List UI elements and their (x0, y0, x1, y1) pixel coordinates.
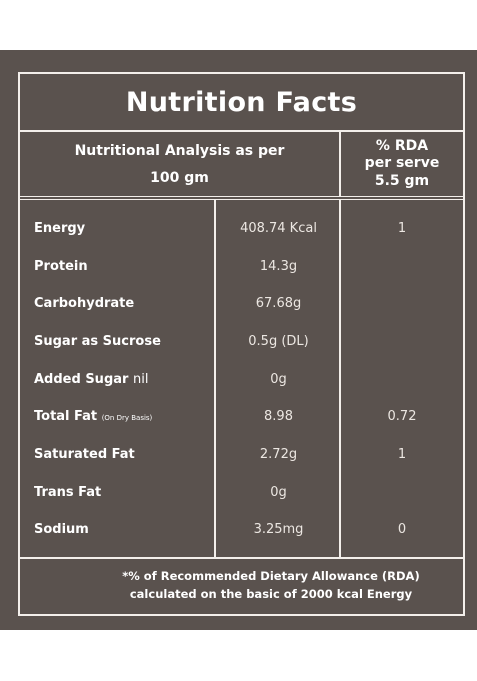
nutrient-name: Saturated Fat (34, 447, 135, 462)
nutrition-table: Nutrition Facts Nutritional Analysis as … (18, 72, 465, 616)
nutrient-row-saturated-fat: Saturated Fat 2.72g 1 (20, 437, 463, 475)
nutrient-value: 408.74 Kcal (240, 221, 317, 236)
nutrient-value: 67.68g (255, 296, 302, 311)
footer-divider (20, 557, 463, 559)
nutrient-name-text: Total Fat (34, 409, 98, 424)
nutrient-name: Trans Fat (34, 485, 102, 500)
nutrient-row-added-sugar: Added Sugar nil 0g (20, 362, 463, 400)
nutrient-rda: 0.72 (387, 409, 417, 424)
nutrient-value: 8.98 (264, 409, 293, 424)
nutrient-name: Added Sugar nil (34, 372, 148, 387)
nutrient-value: 3.25mg (253, 522, 304, 537)
nutrient-name: Protein (34, 259, 88, 274)
nutrient-value: 0g (270, 485, 287, 500)
nutrition-label-panel: Nutrition Facts Nutritional Analysis as … (0, 50, 477, 630)
nutrient-row-protein: Protein 14.3g (20, 249, 463, 287)
nutrient-name: Sodium (34, 522, 89, 537)
nutrient-name: Total Fat (On Dry Basis) (34, 409, 152, 424)
nutrient-value: 0g (270, 372, 287, 387)
rda-header-line2: per serve (364, 155, 440, 171)
nutrient-name: Sugar as Sucrose (34, 334, 161, 349)
column-divider-value (214, 200, 216, 557)
nutrient-value: 0.5g (DL) (248, 334, 309, 349)
footnote-line1: *% of Recommended Dietary Allowance (RDA… (122, 569, 420, 583)
column-divider-rda (339, 200, 341, 557)
analysis-header-line1: Nutritional Analysis as per (74, 143, 285, 159)
footnote-line2: calculated on the basic of 2000 kcal Ene… (129, 587, 413, 601)
nutrient-name: Energy (34, 221, 86, 236)
nutrient-name-suffix: (On Dry Basis) (101, 414, 153, 422)
nutrient-row-carbohydrate: Carbohydrate 67.68g (20, 286, 463, 324)
rda-header: % RDA per serve 5.5 gm (341, 132, 463, 196)
nutrient-rda: 1 (397, 447, 407, 462)
nutrient-rda: 1 (397, 221, 407, 236)
rda-footnote: *% of Recommended Dietary Allowance (RDA… (20, 559, 463, 614)
nutrient-row-total-fat: Total Fat (On Dry Basis) 8.98 0.72 (20, 399, 463, 437)
label-title: Nutrition Facts (20, 74, 463, 132)
nutrient-value: 14.3g (259, 259, 298, 274)
nutrient-rda: 0 (397, 522, 407, 537)
nutrient-row-sugar-as-sucrose: Sugar as Sucrose 0.5g (DL) (20, 324, 463, 362)
rda-header-line3: 5.5 gm (374, 173, 430, 189)
nutrient-row-energy: Energy 408.74 Kcal 1 (20, 211, 463, 249)
nutrient-name: Carbohydrate (34, 296, 135, 311)
nutrient-value: 2.72g (259, 447, 298, 462)
rda-header-line1: % RDA (375, 138, 429, 154)
analysis-header-line2: 100 gm (150, 170, 209, 186)
analysis-header: Nutritional Analysis as per 100 gm (20, 132, 341, 196)
nutrient-row-trans-fat: Trans Fat 0g (20, 475, 463, 513)
nutrient-name-text: Added Sugar (34, 372, 129, 387)
nutrient-row-sodium: Sodium 3.25mg 0 (20, 512, 463, 550)
header-divider (20, 196, 463, 200)
nutrient-name-suffix: nil (132, 372, 149, 387)
